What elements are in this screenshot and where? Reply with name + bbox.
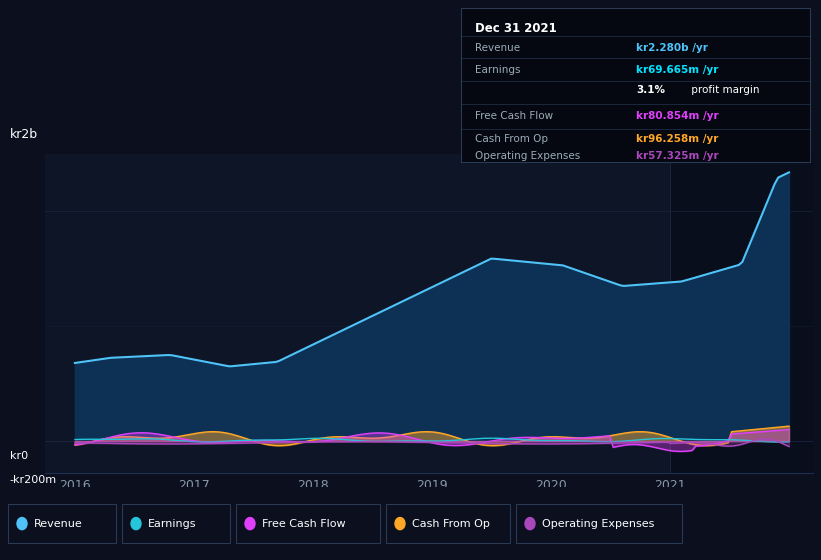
Bar <box>122 504 230 543</box>
Text: Revenue: Revenue <box>475 44 521 53</box>
Bar <box>8 504 116 543</box>
Text: Cash From Op: Cash From Op <box>475 134 548 144</box>
Circle shape <box>525 517 535 530</box>
Text: Operating Expenses: Operating Expenses <box>475 151 580 161</box>
Text: -kr200m: -kr200m <box>10 475 57 485</box>
Bar <box>670 154 821 473</box>
Text: kr57.325m /yr: kr57.325m /yr <box>636 151 718 161</box>
Text: 3.1%: 3.1% <box>636 85 665 95</box>
Circle shape <box>131 517 141 530</box>
Text: Free Cash Flow: Free Cash Flow <box>475 111 553 121</box>
Text: Cash From Op: Cash From Op <box>412 519 490 529</box>
Text: kr2b: kr2b <box>10 128 38 141</box>
Circle shape <box>17 517 27 530</box>
Text: kr80.854m /yr: kr80.854m /yr <box>636 111 718 121</box>
Text: kr2.280b /yr: kr2.280b /yr <box>636 44 708 53</box>
Text: Revenue: Revenue <box>34 519 83 529</box>
Circle shape <box>395 517 405 530</box>
Text: kr69.665m /yr: kr69.665m /yr <box>636 65 718 75</box>
Text: Earnings: Earnings <box>148 519 196 529</box>
Bar <box>386 504 510 543</box>
Bar <box>236 504 380 543</box>
Text: Free Cash Flow: Free Cash Flow <box>262 519 346 529</box>
Text: profit margin: profit margin <box>688 85 759 95</box>
Circle shape <box>245 517 255 530</box>
Text: Dec 31 2021: Dec 31 2021 <box>475 22 557 35</box>
Bar <box>516 504 682 543</box>
Text: Earnings: Earnings <box>475 65 521 75</box>
Text: Operating Expenses: Operating Expenses <box>542 519 654 529</box>
Text: kr0: kr0 <box>10 451 28 461</box>
Text: kr96.258m /yr: kr96.258m /yr <box>636 134 718 144</box>
